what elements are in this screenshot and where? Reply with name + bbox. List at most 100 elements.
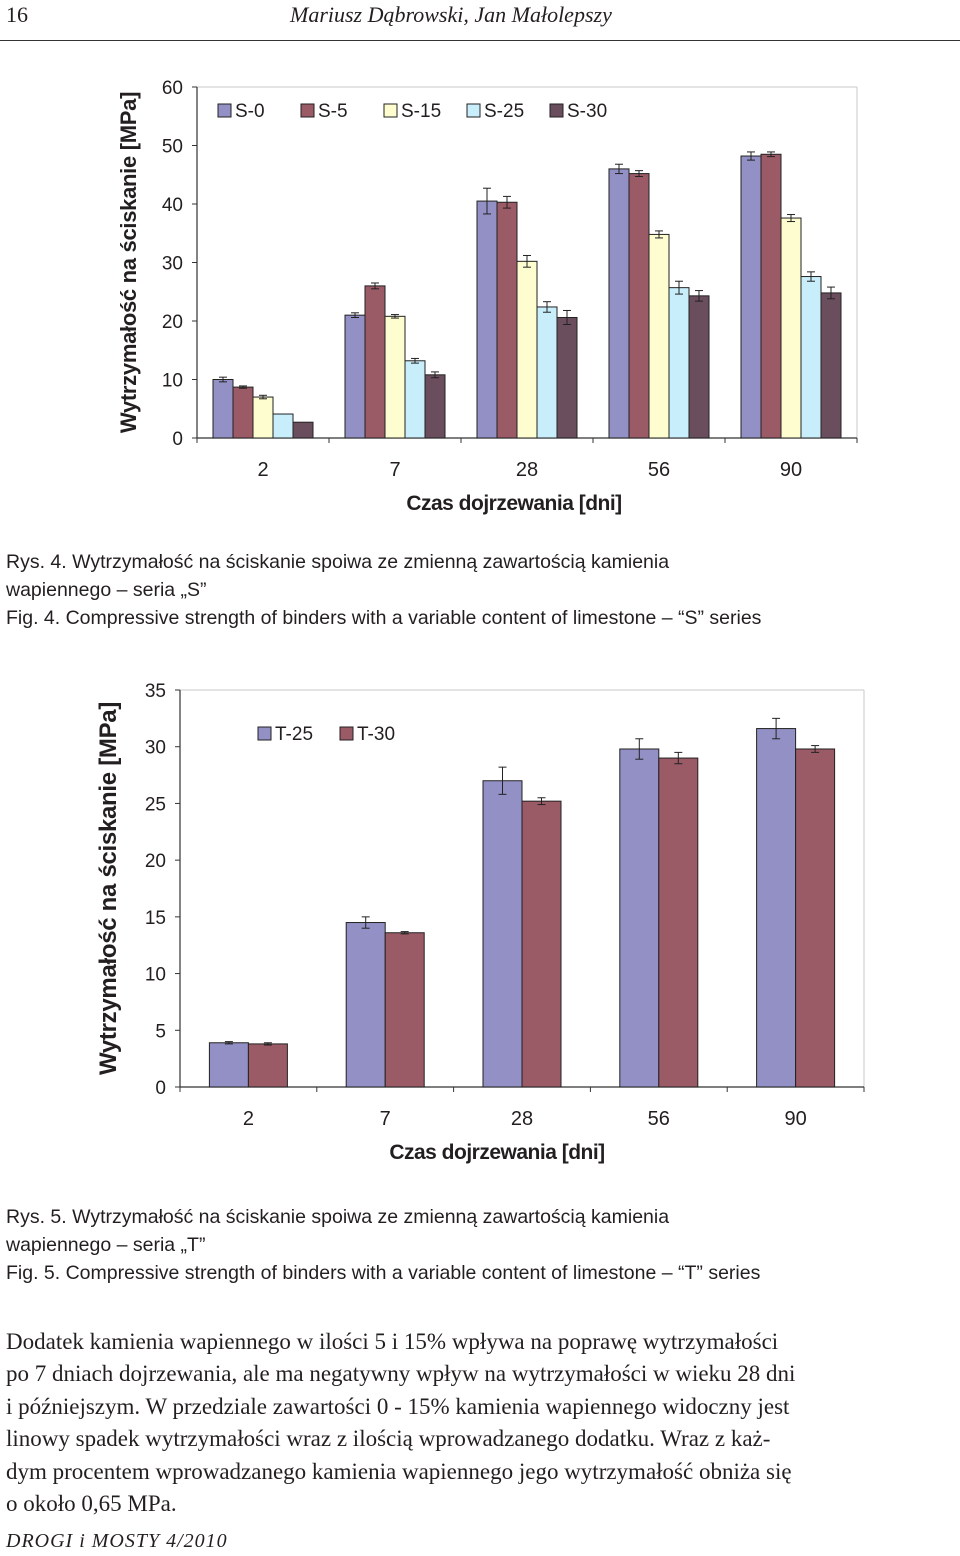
bar-t-25-2 <box>208 1042 249 1088</box>
body-line-1: Dodatek kamienia wapiennego w ilości 5 i… <box>6 1329 779 1354</box>
figure-5-caption: Rys. 5. Wytrzymałość na ściskanie spoiwa… <box>6 1203 946 1287</box>
journal-footer: DROGI i MOSTY 4/2010 <box>6 1530 228 1552</box>
bar-t-30-28 <box>521 800 562 1088</box>
page-number: 16 <box>6 2 28 27</box>
x-tick-label-2: 2 <box>243 1108 254 1130</box>
bar-s-5-2 <box>232 386 254 439</box>
bar-t-30-7 <box>384 932 425 1088</box>
figure-4-caption-pl-line2: wapiennego – seria „S” <box>6 579 207 601</box>
y-tick-label: 10 <box>145 965 166 986</box>
bar-s-15-28 <box>516 260 538 439</box>
bar-s-30-56 <box>688 295 710 439</box>
bar-s-30-28 <box>556 316 578 439</box>
figure-4-caption-pl-line1: Rys. 4. Wytrzymałość na ściskanie spoiwa… <box>6 551 670 573</box>
x-tick-label-28: 28 <box>511 1108 533 1130</box>
legend-label-s-0: S-0 <box>235 101 265 122</box>
bar-s-30-90 <box>820 292 842 439</box>
y-tick-label: 5 <box>155 1021 166 1042</box>
bar-s-30-2 <box>292 421 314 439</box>
bar-s-15-56 <box>648 233 670 439</box>
legend-swatch-s-0 <box>217 103 232 118</box>
legend-swatch-s-30 <box>549 103 564 118</box>
bar-s-25-7 <box>404 360 426 439</box>
y-tick-label: 50 <box>162 137 183 158</box>
y-tick-label: 0 <box>172 429 183 450</box>
y-tick-label: 0 <box>155 1078 166 1099</box>
y-axis-label: Wytrzymałość na ściskanie [MPa] <box>116 92 141 433</box>
bar-s-25-2 <box>272 413 294 439</box>
figure-5-caption-en: Fig. 5. Compressive strength of binders … <box>6 1262 761 1284</box>
bar-t-25-28 <box>482 780 523 1088</box>
figure-4-chart: 0 10 20 30 40 50 60 2 7 28 56 90 Czas dojrzewania [d… <box>0 60 960 530</box>
bar-s-5-56 <box>628 173 650 439</box>
figure-4-caption-en: Fig. 4. Compressive strength of binders … <box>6 607 762 629</box>
bar-s-25-28 <box>536 306 558 439</box>
y-tick-label: 20 <box>145 851 166 872</box>
bar-s-5-28 <box>496 201 518 439</box>
y-tick-label: 35 <box>145 681 166 702</box>
x-tick-label-56: 56 <box>648 1108 670 1130</box>
bar-t-30-90 <box>795 748 836 1088</box>
figure-4-caption: Rys. 4. Wytrzymałość na ściskanie spoiwa… <box>6 548 946 632</box>
y-tick-label: 30 <box>162 254 183 275</box>
y-tick-label: 10 <box>162 371 183 392</box>
y-tick-label: 20 <box>162 312 183 333</box>
x-axis-label: Czas dojrzewania [dni] <box>389 1141 604 1164</box>
body-line-2: po 7 dniach dojrzewania, ale ma negatywn… <box>6 1361 796 1387</box>
x-tick-label-7: 7 <box>380 1108 391 1130</box>
bar-t-25-56 <box>619 748 660 1088</box>
bar-s-15-90 <box>780 217 802 439</box>
x-tick-label-56: 56 <box>648 459 670 481</box>
bar-s-5-7 <box>364 285 386 439</box>
bar-s-0-2 <box>212 379 234 439</box>
legend-label-t-30: T-30 <box>357 724 395 745</box>
body-line-4: linowy spadek wytrzymałości wraz z ilośc… <box>6 1426 771 1452</box>
bar-s-25-56 <box>668 287 690 439</box>
body-line-3: i późniejszym. W przedziale zawartości 0… <box>6 1393 790 1419</box>
y-tick-label: 40 <box>162 195 183 216</box>
bar-t-25-90 <box>756 728 797 1088</box>
y-tick-label: 60 <box>162 78 183 99</box>
y-axis-label: Wytrzymałość na ściskanie [MPa] <box>95 702 122 1075</box>
running-head-authors: Mariusz Dąbrowski, Jan Małolepszy <box>290 2 612 27</box>
legend-swatch-s-25 <box>466 103 481 118</box>
bar-t-25-7 <box>345 922 386 1088</box>
y-tick-label: 25 <box>145 794 166 815</box>
bar-t-30-2 <box>247 1043 288 1088</box>
figure-5-chart: 0 5 10 15 20 25 30 35 2 7 28 56 90 Czas dojrzewania [… <box>0 670 960 1180</box>
bar-t-30-56 <box>658 757 699 1088</box>
figure-5-caption-pl-line1: Rys. 5. Wytrzymałość na ściskanie spoiwa… <box>6 1206 670 1228</box>
figure-4-svg: 0 10 20 30 40 50 60 2 7 28 56 90 Czas dojrzewania [d… <box>116 78 858 515</box>
legend-label-s-25: S-25 <box>484 101 524 122</box>
legend-swatch-s-5 <box>300 103 315 118</box>
x-tick-label-7: 7 <box>389 459 400 481</box>
body-line-6: o około 0,65 MPa. <box>6 1491 177 1517</box>
y-tick-label: 30 <box>145 738 166 759</box>
bar-s-0-28 <box>476 200 498 439</box>
figure-5-svg: 0 5 10 15 20 25 30 35 2 7 28 56 90 Czas dojrzewania [… <box>95 681 865 1164</box>
legend-swatch-s-15 <box>383 103 398 118</box>
x-tick-label-90: 90 <box>784 1108 806 1130</box>
body-line-5: dym procentem wprowadzanego kamienia wap… <box>6 1458 792 1484</box>
bar-s-5-90 <box>760 153 782 439</box>
bar-s-15-7 <box>384 315 406 439</box>
bar-s-0-90 <box>740 155 762 439</box>
bar-s-0-7 <box>344 314 366 439</box>
page-header: 16 Mariusz Dąbrowski, Jan Małolepszy <box>0 0 960 41</box>
figure-5-caption-pl-line2: wapiennego – seria „T” <box>6 1234 206 1256</box>
y-tick-label: 15 <box>145 908 166 929</box>
legend-swatch-t-30 <box>339 726 354 741</box>
bar-s-30-7 <box>424 374 446 439</box>
x-tick-label-2: 2 <box>257 459 268 481</box>
body-paragraph: Dodatek kamienia wapiennego w ilości 5 i… <box>6 1326 954 1520</box>
legend-swatch-t-25 <box>257 726 272 741</box>
legend-label-s-30: S-30 <box>567 101 607 122</box>
bar-s-25-90 <box>800 276 822 439</box>
x-axis-label: Czas dojrzewania [dni] <box>406 492 621 515</box>
bar-s-0-56 <box>608 168 630 439</box>
bar-s-15-2 <box>252 396 274 439</box>
x-tick-label-90: 90 <box>780 459 802 481</box>
legend-label-t-25: T-25 <box>275 724 313 745</box>
legend-label-s-5: S-5 <box>318 101 348 122</box>
x-tick-label-28: 28 <box>516 459 538 481</box>
